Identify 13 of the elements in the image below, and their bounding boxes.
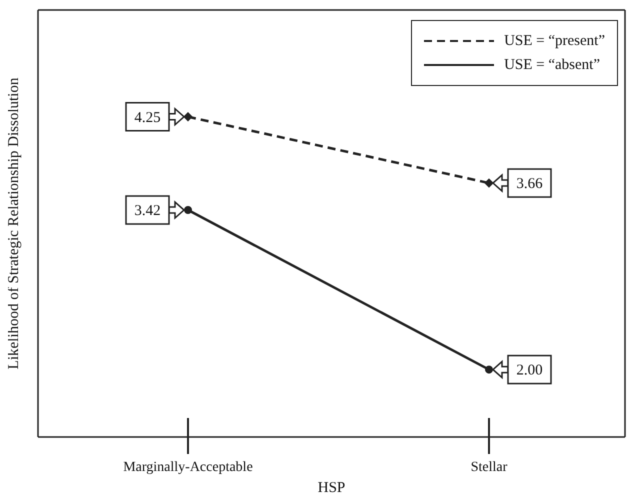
data-label: 4.25 <box>134 110 161 126</box>
point <box>184 112 192 122</box>
data-label: 3.42 <box>134 203 161 220</box>
point <box>184 206 192 214</box>
legend-label: USE = “absent” <box>504 56 600 74</box>
data-label: 3.66 <box>516 176 544 192</box>
x-axis-title: HSP <box>318 480 346 496</box>
x-tick-label: Marginally-Acceptable <box>123 460 253 475</box>
legend-label: USE = “present” <box>504 32 605 50</box>
point <box>484 178 494 188</box>
x-tick-label: Stellar <box>470 460 508 475</box>
point <box>485 366 493 374</box>
data-label: 2.00 <box>516 362 543 379</box>
